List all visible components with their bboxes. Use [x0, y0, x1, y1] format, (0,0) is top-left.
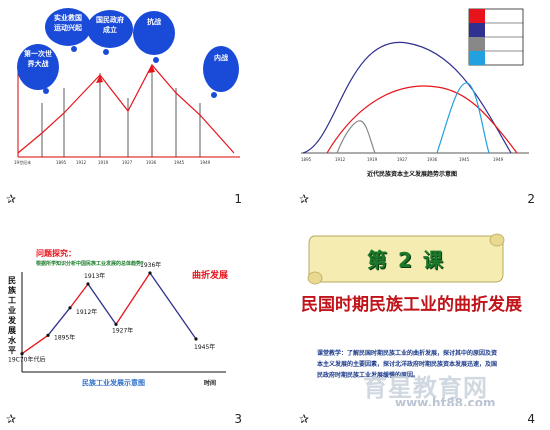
x-axis-label: 时间 — [204, 380, 217, 387]
tick-label: 1912 — [335, 157, 346, 162]
tick-label: 1912 — [76, 160, 87, 165]
cloud-callout: 实业救国运动兴起 — [44, 7, 92, 55]
data-point — [86, 282, 90, 286]
slide-number: 2 — [527, 192, 535, 206]
watermark-url: www.ht88.com — [395, 396, 496, 406]
slide-action-icon[interactable]: ✰ — [299, 192, 310, 206]
tick-label: 1919 — [98, 160, 109, 165]
tick-label: 1945 — [459, 157, 470, 162]
slide-3-footer: ✰ 3 — [4, 412, 248, 426]
slide-number: 1 — [234, 192, 242, 206]
tick-label: 1895 — [56, 160, 67, 165]
chart-caption: 近代民族资本主义发展趋势示意图 — [367, 170, 457, 178]
tick-label: 1895 — [301, 157, 312, 162]
slide-2[interactable]: 1895 1912 1919 1927 1936 1945 1949 近代民族资… — [297, 3, 541, 185]
slide-1-footer: ✰ 1 — [4, 192, 248, 206]
point-label: 1936年 — [140, 261, 161, 269]
point-label: 1945年 — [194, 343, 215, 351]
data-point — [20, 352, 24, 356]
point-label: 1913年 — [84, 272, 105, 280]
data-point — [194, 337, 198, 341]
data-point — [114, 322, 118, 326]
cloud-callout: 内战 — [202, 45, 240, 99]
data-point — [148, 271, 152, 275]
lesson-title: 民国时期民族工业的曲折发展 — [301, 295, 522, 315]
slide-3-chart: 19C70年代后 1895年 1912年 1913年 1927年 1936年 1945年 — [8, 261, 226, 373]
tick-label: 1919 — [367, 157, 378, 162]
slide-2-chart: 1895 1912 1919 1927 1936 1945 1949 近代民族资… — [301, 8, 529, 178]
series-line — [87, 283, 117, 325]
series-line — [115, 272, 151, 325]
data-point — [46, 333, 50, 337]
tick-label: 1927 — [397, 157, 408, 162]
point-label: 1912年 — [76, 308, 97, 316]
slide-number: 3 — [234, 412, 242, 426]
slide-action-icon[interactable]: ✰ — [6, 192, 17, 206]
curve-label: 曲折发展 — [192, 271, 229, 281]
slide-1-chart: 19世纪末 1895 1912 1919 1927 1936 1945 1949 — [14, 63, 240, 165]
legend — [468, 8, 524, 66]
tick-label: 1945 — [174, 160, 185, 165]
lesson-body: 课堂教学：了解民国时期民族工业的曲折发展，探讨其中的原因及资本主义发展的主要因素… — [317, 350, 498, 379]
lesson-number: 第 2 课 — [367, 248, 445, 272]
series-line — [149, 272, 197, 340]
y-axis-label: 民族工业发展水平 — [8, 276, 16, 355]
point-label: 1927年 — [112, 326, 133, 334]
tick-label: 19世纪末 — [14, 159, 31, 165]
slide-3[interactable]: 问题探究： 根据所学知识分析中国民族工业发展的总体趋势？ 曲折发展 民族工业发展… — [4, 222, 248, 406]
slide-4-footer: ✰ 4 — [297, 412, 541, 426]
slide-2-footer: ✰ 2 — [297, 192, 541, 206]
slide-action-icon[interactable]: ✰ — [6, 412, 17, 426]
cloud-callout: 第一次世界大战 — [16, 43, 60, 97]
tick-label: 1949 — [200, 160, 211, 165]
slide-1[interactable]: 19世纪末 1895 1912 1919 1927 1936 1945 1949… — [4, 3, 248, 185]
cloud-callout: 抗战 — [132, 9, 176, 65]
tick-label: 1936 — [146, 160, 157, 165]
data-point — [68, 306, 72, 310]
chart-caption: 民族工业发展示意图 — [82, 379, 145, 387]
slide-4[interactable]: 第 2 课 民国时期民族工业的曲折发展 课堂教学：了解民国时期民族工业的曲折发展… — [297, 222, 541, 406]
question-text: 根据所学知识分析中国民族工业发展的总体趋势？ — [36, 261, 147, 267]
slide-number: 4 — [527, 412, 535, 426]
tick-label: 1949 — [493, 157, 504, 162]
title-banner — [307, 233, 505, 285]
cloud-callout: 国民政府成立 — [86, 9, 134, 59]
point-label: 19C70年代后 — [8, 356, 45, 364]
point-label: 1895年 — [54, 333, 75, 341]
tick-label: 1927 — [122, 160, 133, 165]
series-line — [69, 283, 89, 309]
slide-action-icon[interactable]: ✰ — [299, 412, 310, 426]
series-line — [21, 334, 49, 355]
tick-label: 1936 — [427, 157, 438, 162]
question-title: 问题探究： — [36, 249, 76, 258]
series-line — [47, 307, 71, 336]
watermark-brand: 育星教育网 — [363, 374, 488, 402]
